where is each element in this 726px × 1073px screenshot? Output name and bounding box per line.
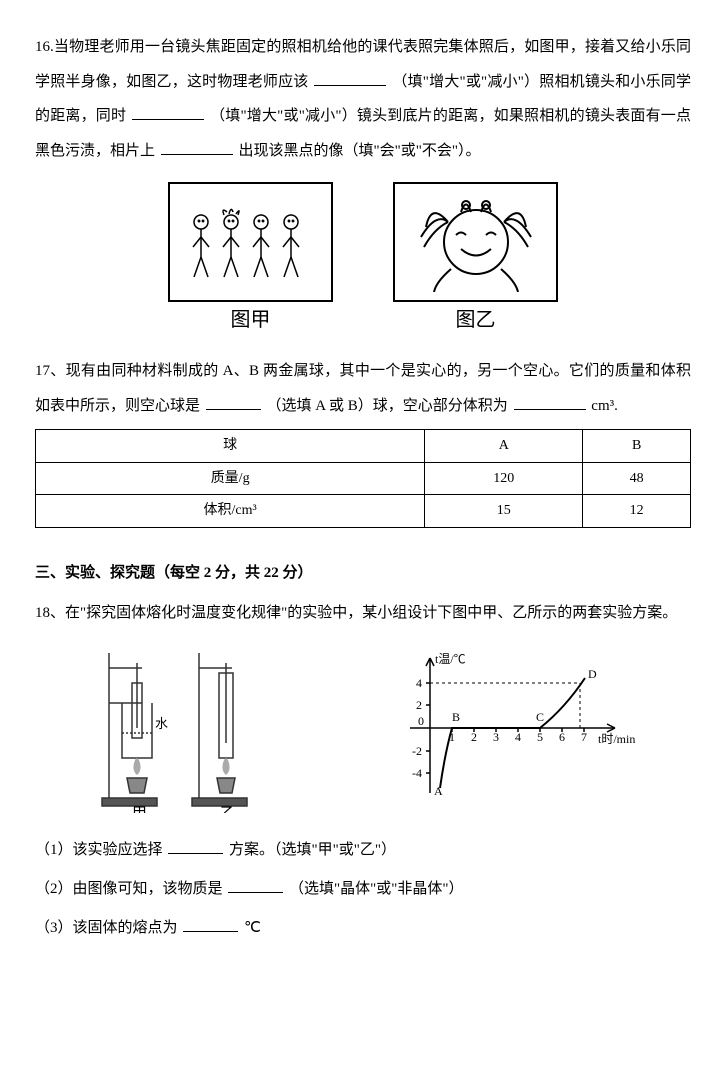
q17-paragraph: 17、现有由同种材料制成的 A、B 两金属球，其中一个是实心的，另一个空心。它们… [35,354,691,423]
table-header-cell: 球 [36,430,425,463]
q18-sub1-blank[interactable] [168,838,223,854]
graph-xtick: 7 [581,730,587,744]
q17-unit: cm³. [591,398,618,414]
q18-sub2-a: （2）由图像可知，该物质是 [35,881,223,897]
figure-jia-label: 图甲 [231,306,271,334]
figure-yi-box: 图乙 [393,182,558,334]
q16-figures: 图甲 图乙 [35,182,691,334]
table-row: 质量/g 120 48 [36,462,691,495]
q16-hint-3: 出现该黑点的像（填"会"或"不会"）。 [239,143,481,159]
figure-yi-label: 图乙 [456,306,496,334]
q18-paragraph: 18、在"探究固体熔化时温度变化规律"的实验中，某小组设计下图中甲、乙所示的两套… [35,596,691,631]
graph-ytick: 0 [418,714,424,728]
graph-xtick: 3 [493,730,499,744]
q17-table: 球 A B 质量/g 120 48 体积/cm³ 15 12 [35,429,691,528]
graph-ytick: -2 [412,744,422,758]
graph-xtick: 2 [471,730,477,744]
figure-yi-frame [393,182,558,302]
q18-sub1: （1）该实验应选择 方案。（选填"甲"或"乙"） [35,831,691,870]
graph-ytick: -4 [412,766,422,780]
q18-sub3-b: ℃ [244,920,261,936]
q18-sub3-a: （3）该固体的熔点为 [35,920,178,936]
q17-hint-1: （选填 A 或 B）球，空心部分体积为 [267,398,508,414]
table-cell: 质量/g [36,462,425,495]
figure-jia-frame [168,182,333,302]
q18-sub2: （2）由图像可知，该物质是 （选填"晶体"或"非晶体"） [35,870,691,909]
graph-xtick: 1 [449,730,455,744]
q18-sub3: （3）该固体的熔点为 ℃ [35,909,691,948]
q18-sub2-b: （选填"晶体"或"非晶体"） [289,881,464,897]
graph-point-b: B [452,710,460,724]
graph-ylabel: t温/℃ [435,652,466,666]
portrait-drawing [406,187,546,292]
q16-blank-2[interactable] [132,104,204,120]
q18-sub1-a: （1）该实验应选择 [35,842,163,858]
table-cell: 12 [583,495,691,528]
q16-blank-1[interactable] [314,70,386,86]
table-row: 体积/cm³ 15 12 [36,495,691,528]
q18-sub2-blank[interactable] [228,877,283,893]
svg-text:水: 水 [155,716,168,731]
q18-sub3-blank[interactable] [183,916,238,932]
apparatus-drawing: 水 甲 乙 [87,643,287,813]
table-header-row: 球 A B [36,430,691,463]
group-photo-drawing [181,202,321,292]
graph-xtick: 4 [515,730,521,744]
graph-ytick: 4 [416,676,422,690]
q16-blank-3[interactable] [161,139,233,155]
q16-paragraph: 16.当物理老师用一台镜头焦距固定的照相机给他的课代表照完集体照后，如图甲，接着… [35,30,691,168]
table-cell: 15 [425,495,583,528]
table-header-cell: B [583,430,691,463]
graph-xtick: 5 [537,730,543,744]
figure-jia-box: 图甲 [168,182,333,334]
graph-point-d: D [588,667,597,681]
graph-point-c: C [536,710,544,724]
svg-text:甲: 甲 [132,806,147,813]
graph-xlabel: t时/min [598,732,635,746]
q18-figures: 水 甲 乙 [35,643,691,813]
melting-graph: t温/℃ t时/min 4 2 0 -2 -4 1 2 3 4 5 6 7 A … [390,643,640,813]
section-3-heading: 三、实验、探究题（每空 2 分，共 22 分） [35,556,691,591]
table-cell: 体积/cm³ [36,495,425,528]
q17-blank-1[interactable] [206,394,261,410]
graph-point-a: A [434,784,443,798]
graph-xtick: 6 [559,730,565,744]
svg-text:乙: 乙 [220,806,235,813]
q18-sub1-b: 方案。（选填"甲"或"乙"） [229,842,396,858]
q17-blank-2[interactable] [514,394,586,410]
table-cell: 48 [583,462,691,495]
table-cell: 120 [425,462,583,495]
graph-ytick: 2 [416,698,422,712]
table-header-cell: A [425,430,583,463]
